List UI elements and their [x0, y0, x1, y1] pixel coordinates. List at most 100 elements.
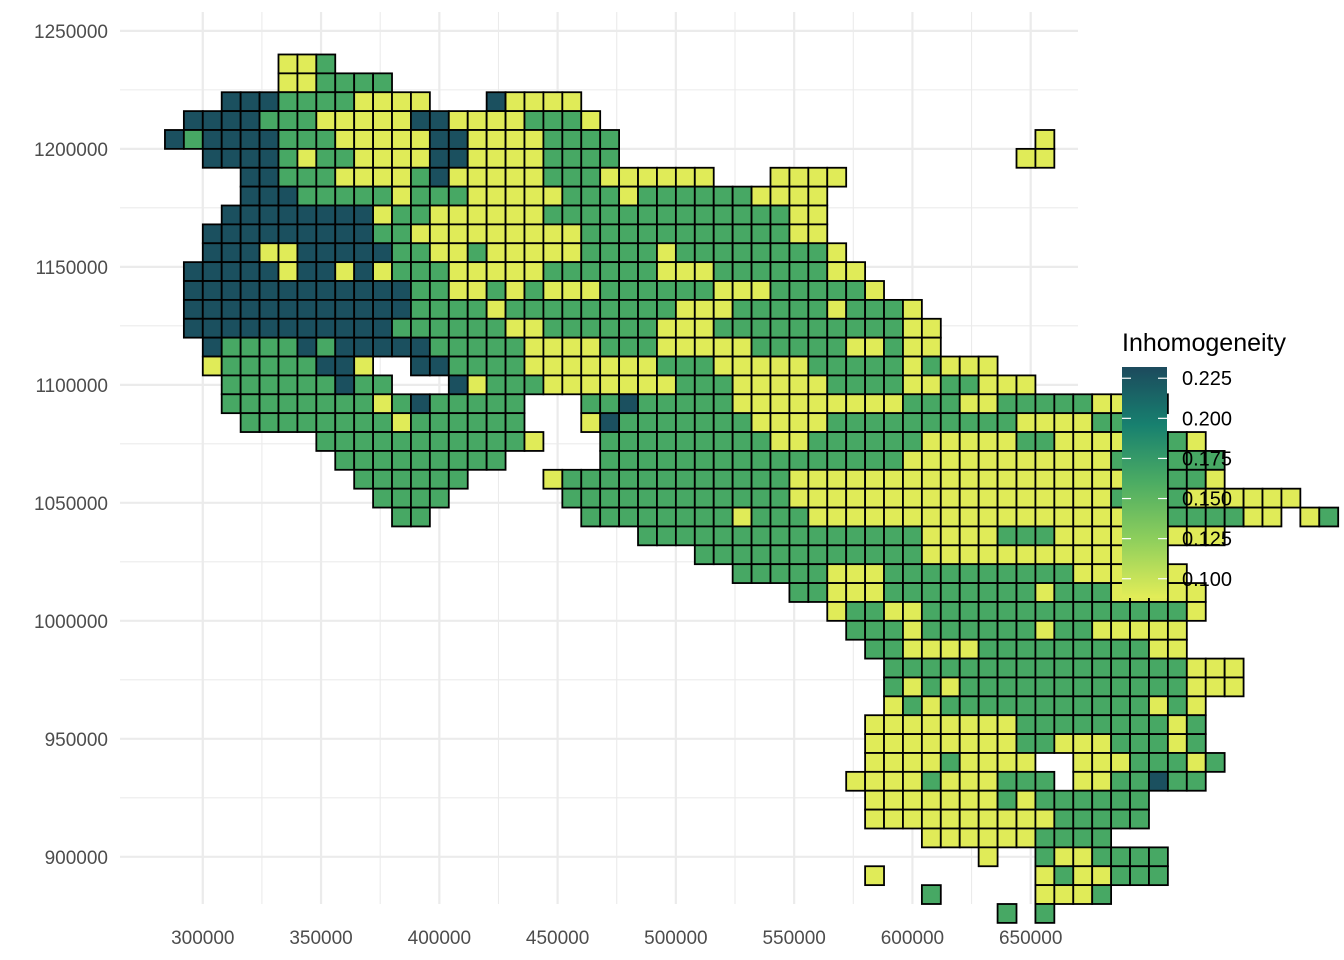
grid-cell	[410, 298, 431, 320]
grid-cell	[845, 261, 867, 282]
grid-cell	[258, 110, 280, 131]
grid-cell	[977, 770, 999, 792]
grid-cell	[637, 242, 658, 264]
grid-cell	[618, 506, 639, 528]
grid-cell	[1185, 601, 1207, 622]
grid-cell	[353, 450, 374, 471]
grid-cell	[637, 525, 658, 547]
grid-cell	[542, 166, 564, 188]
grid-cell	[939, 808, 961, 830]
grid-cell	[391, 185, 412, 207]
grid-cell	[580, 393, 602, 415]
grid-cell	[410, 147, 431, 169]
grid-cell	[315, 298, 337, 320]
grid-cell	[504, 374, 526, 396]
grid-cell	[258, 129, 280, 150]
grid-cell	[996, 374, 1018, 396]
grid-cell	[315, 242, 337, 264]
grid-cell	[883, 714, 904, 735]
grid-cell	[485, 412, 507, 433]
grid-cell	[466, 317, 488, 339]
grid-cell	[1185, 714, 1207, 735]
grid-cell	[580, 317, 602, 339]
grid-cell	[920, 582, 942, 603]
grid-cell	[637, 355, 658, 377]
grid-cell	[599, 431, 620, 452]
grid-cell	[826, 393, 848, 415]
grid-cell	[315, 110, 337, 131]
grid-cell	[656, 468, 677, 490]
grid-cell	[504, 242, 526, 264]
grid-cell	[277, 91, 299, 113]
grid-cell	[1072, 468, 1094, 490]
grid-cell	[220, 110, 242, 131]
grid-cell	[277, 185, 299, 207]
grid-cell	[1110, 676, 1131, 698]
grid-cell	[428, 110, 450, 131]
grid-cell	[1204, 657, 1226, 679]
grid-cell	[1148, 638, 1169, 660]
grid-cell	[996, 903, 1018, 924]
grid-cell	[277, 223, 299, 245]
grid-cell	[277, 317, 299, 339]
grid-cell	[883, 582, 904, 603]
grid-cell	[296, 147, 318, 169]
grid-cell	[920, 789, 942, 811]
grid-cell	[693, 336, 715, 358]
grid-cell	[1204, 752, 1226, 773]
grid-cell	[1129, 638, 1150, 660]
grid-cell	[561, 185, 583, 207]
grid-cell	[902, 412, 923, 433]
grid-cell	[239, 129, 261, 150]
grid-cell	[1015, 733, 1037, 754]
grid-cell	[277, 393, 299, 415]
grid-cell	[353, 261, 374, 282]
grid-cell	[1261, 506, 1283, 528]
grid-cell	[1015, 676, 1037, 698]
grid-cell	[939, 355, 961, 377]
grid-cell	[788, 582, 810, 603]
grid-cell	[485, 450, 507, 471]
grid-cell	[939, 657, 961, 679]
grid-cell	[902, 393, 923, 415]
grid-cell	[750, 336, 772, 358]
grid-cell	[845, 601, 867, 622]
grid-cell	[466, 336, 488, 358]
grid-cell	[656, 317, 677, 339]
grid-cell	[1110, 638, 1131, 660]
grid-cell	[428, 147, 450, 169]
grid-cell	[637, 393, 658, 415]
grid-cell	[656, 166, 677, 188]
grid-cell	[1053, 695, 1075, 717]
grid-cell	[656, 374, 677, 396]
grid-cell	[864, 450, 885, 471]
grid-cell	[939, 789, 961, 811]
grid-cell	[826, 412, 848, 433]
grid-cell	[1166, 638, 1188, 660]
grid-cell	[1129, 676, 1150, 698]
grid-cell	[769, 525, 791, 547]
grid-cell	[1091, 657, 1113, 679]
grid-cell	[334, 412, 356, 433]
grid-cell	[1053, 619, 1075, 641]
grid-cell	[485, 204, 507, 226]
legend-title: Inhomogeneity	[1122, 329, 1287, 357]
grid-cell	[996, 393, 1018, 415]
grid-cell	[391, 147, 412, 169]
grid-cell	[637, 261, 658, 282]
grid-cell	[864, 544, 885, 566]
grid-cell	[334, 261, 356, 282]
x-tick-label: 400000	[408, 928, 471, 949]
grid-cell	[977, 676, 999, 698]
grid-cell	[1166, 752, 1188, 773]
grid-cell	[334, 374, 356, 396]
grid-cell	[1148, 733, 1169, 754]
grid-cell	[561, 355, 583, 377]
grid-cell	[258, 280, 280, 301]
grid-cell	[580, 280, 602, 301]
grid-cell	[542, 91, 564, 113]
grid-cell	[674, 223, 696, 245]
grid-cell	[561, 280, 583, 301]
x-tick-label: 450000	[526, 928, 589, 949]
grid-cell	[599, 506, 620, 528]
